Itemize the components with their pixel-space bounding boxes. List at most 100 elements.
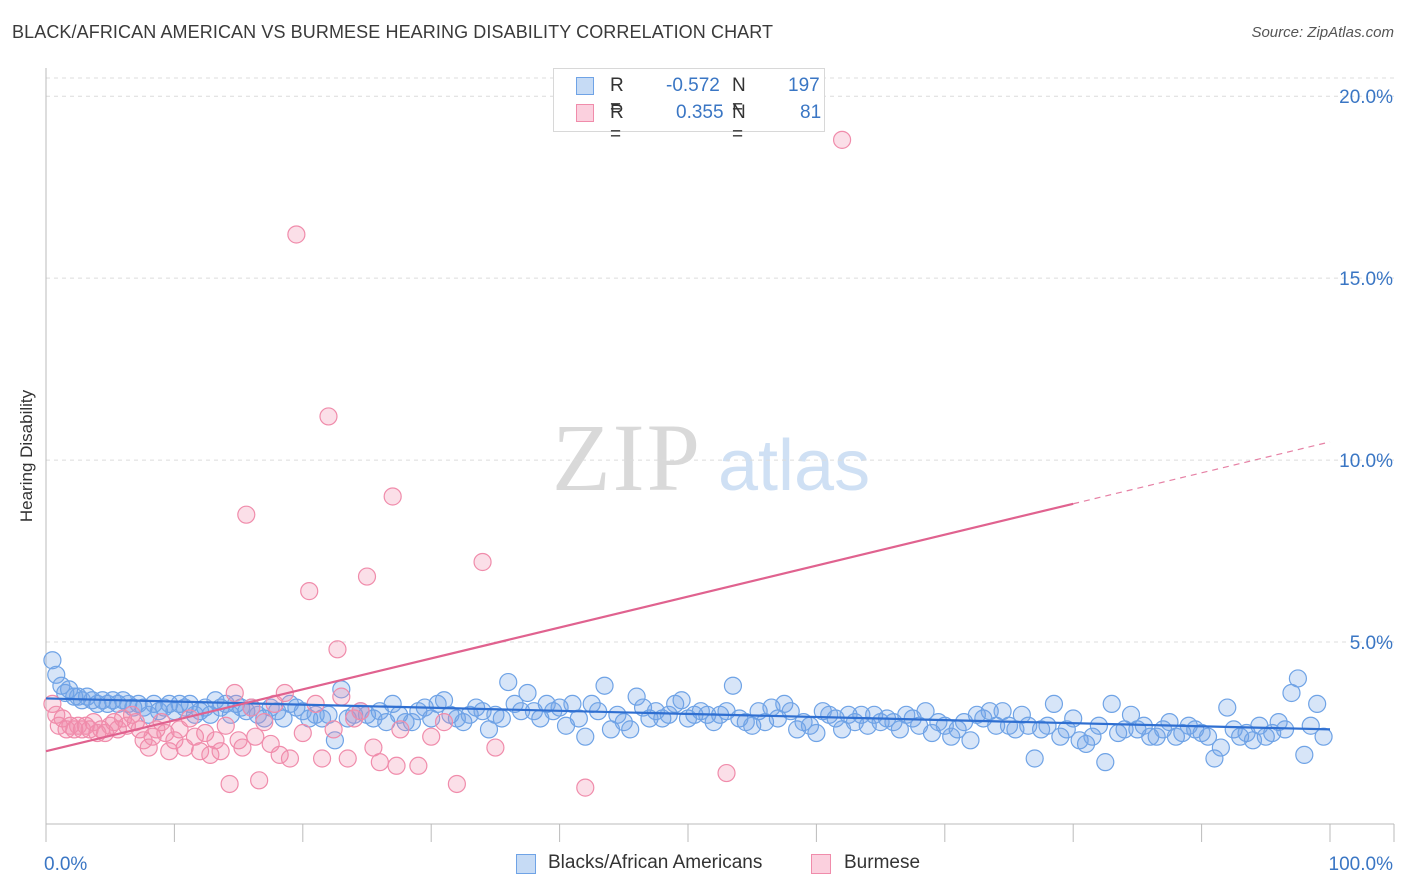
data-point: [206, 731, 225, 750]
data-point: [473, 552, 492, 572]
data-point: [43, 651, 62, 670]
data-point: [621, 720, 640, 739]
data-point: [1025, 749, 1044, 768]
watermark: ZIP atlas: [552, 404, 870, 511]
data-point: [492, 709, 511, 728]
data-point: [250, 771, 269, 790]
data-point: [576, 778, 595, 797]
x-tick-label-max: 100.0%: [1329, 854, 1394, 875]
data-point: [1089, 716, 1108, 735]
data-point: [190, 742, 210, 761]
data-point: [370, 753, 389, 772]
data-point: [1218, 698, 1237, 717]
data-point: [225, 683, 244, 703]
data-point: [324, 720, 343, 739]
data-point: [576, 727, 595, 746]
watermark-atlas: atlas: [718, 426, 870, 506]
y-axis-label: Hearing Disability: [17, 389, 36, 522]
data-point: [422, 727, 441, 746]
data-point: [270, 745, 289, 764]
tick-labels: 5.0% 10.0% 15.0% 20.0% 0.0% 100.0%: [44, 87, 1393, 875]
data-point: [211, 742, 230, 761]
y-tick-label: 15.0%: [1339, 269, 1393, 290]
trend-line-extension: [1073, 441, 1331, 505]
data-point: [1096, 753, 1115, 772]
data-point: [961, 731, 980, 750]
data-point: [280, 749, 300, 768]
data-point: [832, 130, 852, 149]
legend-n-value: 197: [788, 75, 820, 96]
data-point: [1102, 694, 1121, 714]
data-point: [196, 723, 215, 743]
x-tick-label-min: 0.0%: [44, 854, 87, 875]
data-point: [1295, 745, 1314, 764]
trend-line: [45, 697, 1331, 731]
data-point: [220, 774, 239, 794]
data-point: [383, 694, 402, 714]
data-point: [387, 756, 406, 775]
bottom-legend-label-burmese: Burmese: [844, 852, 921, 873]
data-point: [1269, 713, 1288, 732]
data-point: [1076, 734, 1096, 754]
data-point: [1211, 738, 1230, 757]
stats-legend: R = -0.572 N = 197 R = 0.355 N = 81: [553, 68, 825, 145]
data-point: [216, 716, 235, 735]
data-point: [486, 738, 505, 757]
data-point: [569, 709, 588, 728]
data-point: [53, 709, 72, 728]
data-point: [1308, 694, 1327, 714]
data-point: [237, 505, 256, 524]
data-point: [139, 738, 158, 757]
data-point: [47, 665, 66, 684]
data-point: [659, 705, 678, 724]
data-point: [942, 727, 961, 746]
gridlines: [46, 77, 1394, 643]
data-point: [402, 713, 422, 732]
data-point: [1205, 749, 1224, 768]
data-point: [595, 676, 614, 695]
data-point: [1083, 727, 1102, 746]
data-point: [357, 567, 377, 586]
data-point: [454, 713, 473, 732]
data-point: [409, 756, 428, 775]
data-point: [255, 713, 274, 732]
data-point: [160, 742, 179, 761]
data-point: [319, 407, 338, 426]
data-point: [391, 720, 410, 739]
data-point: [1147, 727, 1166, 746]
data-point: [499, 672, 518, 692]
legend-r-value: 0.355: [676, 102, 724, 123]
bottom-legend-swatch-pink: [811, 854, 831, 874]
legend-r-value: -0.572: [666, 75, 720, 96]
data-point: [434, 713, 454, 732]
data-point: [300, 582, 319, 601]
y-tick-label: 10.0%: [1339, 451, 1393, 472]
trend-line: [45, 502, 1074, 753]
bottom-legend-swatch-blue: [516, 854, 536, 874]
legend-swatch-blue: [576, 77, 594, 95]
data-point: [723, 676, 743, 695]
source-label: Source: ZipAtlas.com: [1251, 24, 1394, 41]
data-point: [1057, 720, 1076, 739]
legend-r-label: R =: [610, 102, 624, 145]
data-point: [180, 694, 199, 714]
data-point: [807, 723, 826, 743]
data-point: [1198, 727, 1218, 746]
watermark-zip: ZIP: [552, 404, 702, 511]
data-point: [383, 487, 402, 506]
data-point: [1044, 694, 1064, 714]
data-point: [312, 749, 332, 768]
data-point: [447, 774, 466, 794]
data-point: [345, 709, 364, 728]
data-point: [233, 738, 252, 757]
data-point: [293, 723, 312, 743]
data-point: [672, 691, 691, 710]
data-point: [246, 727, 265, 746]
legend-r-label: R =: [610, 75, 624, 118]
data-point: [518, 683, 537, 703]
data-point: [1314, 727, 1333, 746]
data-point: [839, 705, 858, 724]
legend-n-label: N =: [732, 102, 746, 145]
data-point: [614, 713, 633, 732]
